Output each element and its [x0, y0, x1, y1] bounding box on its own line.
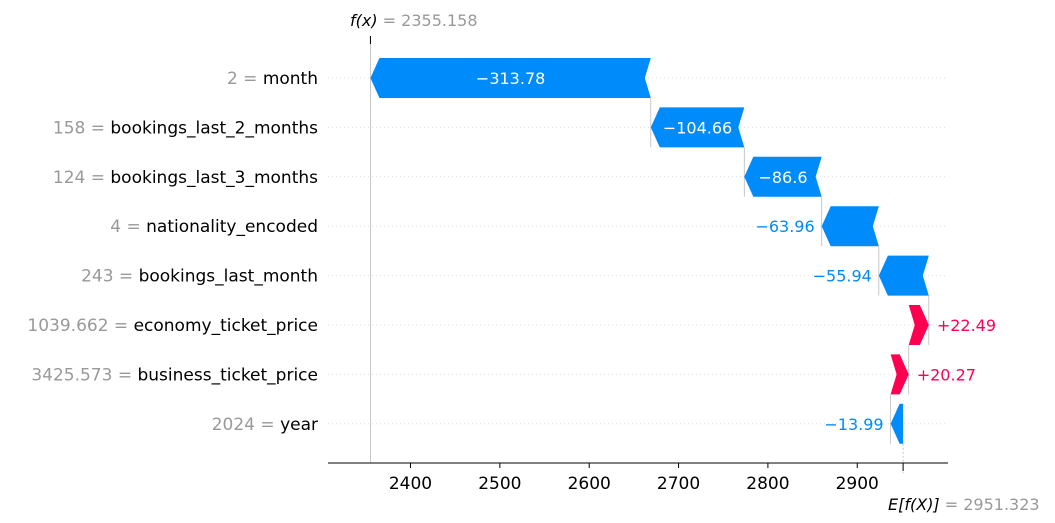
feature-value: 3425.573 =	[31, 365, 137, 385]
bars: −313.78 −104.66 −86.6 −63.96 −55.94 +22.49 +20…	[370, 58, 996, 444]
feature-name: business_ticket_price	[137, 365, 318, 385]
fx-label: f(x)	[350, 11, 378, 30]
feature-value: 243 =	[81, 267, 139, 287]
efx-annotation: E[f(X)] = 2951.323	[888, 495, 1040, 514]
feature-name: economy_ticket_price	[134, 316, 318, 336]
feature-name: bookings_last_3_months	[110, 168, 318, 188]
bar-value-label: −55.94	[813, 267, 872, 286]
x-tick-label: 2600	[568, 474, 611, 494]
feature-labels: 2 = month 158 = bookings_last_2_months 124…	[27, 69, 318, 435]
bar-value-label: +20.27	[917, 365, 976, 384]
feature-label: 2024 = year	[212, 415, 318, 435]
x-tick-label: 2500	[478, 474, 521, 494]
feature-label: 1039.662 = economy_ticket_price	[27, 316, 318, 336]
feature-label: 243 = bookings_last_month	[81, 267, 318, 287]
efx-value: = 2951.323	[940, 495, 1040, 514]
contribution-bar	[890, 403, 904, 444]
feature-label: 3425.573 = business_ticket_price	[31, 365, 318, 385]
fx-value: = 2355.158	[378, 11, 478, 30]
contribution-bar	[744, 156, 822, 197]
annotations: f(x) = 2355.158 E[f(X)] = 2951.323	[350, 11, 1040, 514]
bar-value-label: −63.96	[755, 217, 814, 236]
contribution-bar	[370, 58, 651, 98]
x-axis: 2400 2500 2600 2700 2800 2900	[328, 462, 948, 494]
contribution-bar	[821, 206, 879, 247]
bar-value-label: −313.78	[476, 69, 545, 88]
feature-label: 158 = bookings_last_2_months	[53, 118, 318, 138]
x-tick-label: 2400	[389, 474, 432, 494]
contribution-bar	[650, 107, 745, 148]
feature-name: bookings_last_month	[139, 267, 318, 287]
feature-value: 124 =	[53, 168, 111, 188]
x-tick-label: 2800	[746, 474, 789, 494]
feature-name: nationality_encoded	[146, 217, 318, 237]
feature-value: 158 =	[53, 118, 111, 138]
feature-value: 1039.662 =	[27, 316, 133, 336]
feature-name: year	[280, 415, 318, 435]
bar-value-label: −104.66	[663, 118, 732, 137]
feature-value: 2024 =	[212, 415, 280, 435]
x-tick-label: 2900	[836, 474, 879, 494]
feature-label: 2 = month	[227, 69, 318, 89]
x-tick-label: 2700	[657, 474, 700, 494]
feature-name: bookings_last_2_months	[110, 118, 318, 138]
fx-annotation: f(x) = 2355.158	[350, 11, 478, 30]
bar-value-label: +22.49	[937, 316, 996, 335]
feature-label: 124 = bookings_last_3_months	[53, 168, 318, 188]
feature-label: 4 = nationality_encoded	[110, 217, 318, 237]
reference-lines	[369, 36, 930, 473]
bar-value-label: −13.99	[824, 415, 883, 434]
bar-value-label: −86.6	[758, 168, 807, 187]
contribution-bar	[890, 354, 909, 395]
efx-label: E[f(X)]	[888, 495, 940, 514]
feature-value: 2 =	[227, 69, 263, 89]
contribution-bar	[878, 255, 929, 296]
gridlines	[328, 77, 948, 425]
contribution-bar	[908, 305, 929, 345]
feature-name: month	[263, 69, 318, 89]
feature-value: 4 =	[110, 217, 146, 237]
